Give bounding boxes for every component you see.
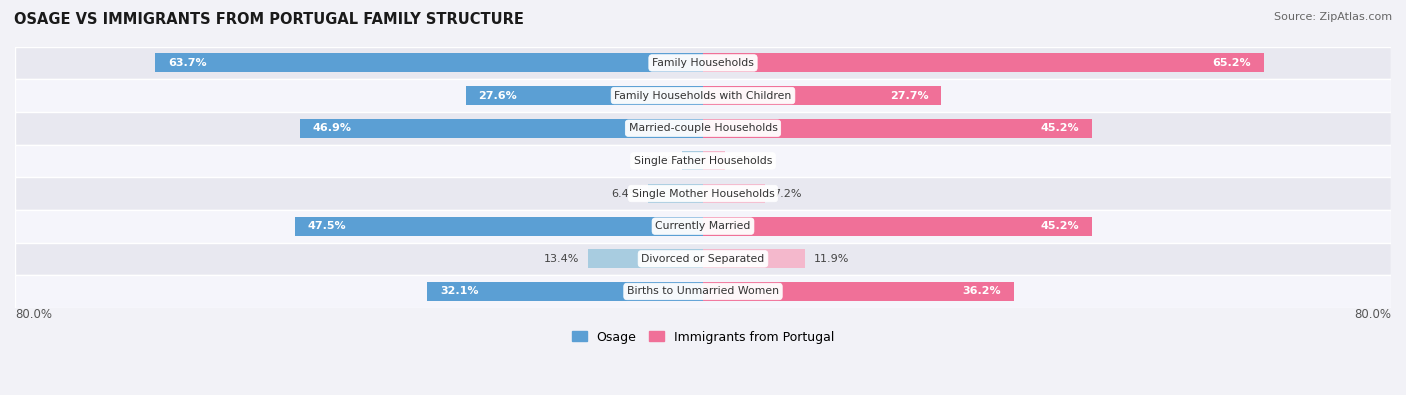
Text: 47.5%: 47.5% (308, 221, 346, 231)
Bar (703, 119, 1091, 138)
Text: 2.6%: 2.6% (734, 156, 762, 166)
Bar (15, 79, 1391, 112)
Bar (703, 86, 941, 105)
Bar (299, 119, 703, 138)
Bar (682, 151, 703, 170)
Bar (294, 217, 703, 236)
Text: 27.6%: 27.6% (478, 90, 517, 101)
Bar (155, 53, 703, 72)
Text: 36.2%: 36.2% (963, 286, 1001, 297)
Bar (703, 282, 1014, 301)
Text: Source: ZipAtlas.com: Source: ZipAtlas.com (1274, 12, 1392, 22)
Text: Family Households with Children: Family Households with Children (614, 90, 792, 101)
Bar (15, 47, 1391, 79)
Bar (703, 217, 1091, 236)
Text: Single Father Households: Single Father Households (634, 156, 772, 166)
Text: 11.9%: 11.9% (814, 254, 849, 264)
Text: Married-couple Households: Married-couple Households (628, 123, 778, 133)
Text: 6.4%: 6.4% (612, 188, 640, 199)
Text: Divorced or Separated: Divorced or Separated (641, 254, 765, 264)
Text: 65.2%: 65.2% (1212, 58, 1251, 68)
Text: 2.5%: 2.5% (644, 156, 673, 166)
Bar (15, 177, 1391, 210)
Legend: Osage, Immigrants from Portugal: Osage, Immigrants from Portugal (567, 325, 839, 348)
Text: 27.7%: 27.7% (890, 90, 928, 101)
Bar (648, 184, 703, 203)
Text: 45.2%: 45.2% (1040, 123, 1078, 133)
Bar (15, 275, 1391, 308)
Bar (703, 184, 765, 203)
Text: 45.2%: 45.2% (1040, 221, 1078, 231)
Bar (588, 249, 703, 268)
Text: Currently Married: Currently Married (655, 221, 751, 231)
Bar (15, 112, 1391, 145)
Bar (15, 145, 1391, 177)
Text: Single Mother Households: Single Mother Households (631, 188, 775, 199)
Text: 63.7%: 63.7% (169, 58, 207, 68)
Bar (15, 243, 1391, 275)
Text: 13.4%: 13.4% (544, 254, 579, 264)
Bar (465, 86, 703, 105)
Text: Births to Unmarried Women: Births to Unmarried Women (627, 286, 779, 297)
Bar (703, 151, 725, 170)
Bar (703, 249, 806, 268)
Text: OSAGE VS IMMIGRANTS FROM PORTUGAL FAMILY STRUCTURE: OSAGE VS IMMIGRANTS FROM PORTUGAL FAMILY… (14, 12, 524, 27)
Text: 80.0%: 80.0% (15, 308, 52, 322)
Bar (427, 282, 703, 301)
Text: 46.9%: 46.9% (312, 123, 352, 133)
Text: 80.0%: 80.0% (1354, 308, 1391, 322)
Text: 7.2%: 7.2% (773, 188, 801, 199)
Bar (15, 210, 1391, 243)
Text: Family Households: Family Households (652, 58, 754, 68)
Text: 32.1%: 32.1% (440, 286, 478, 297)
Bar (703, 53, 1264, 72)
